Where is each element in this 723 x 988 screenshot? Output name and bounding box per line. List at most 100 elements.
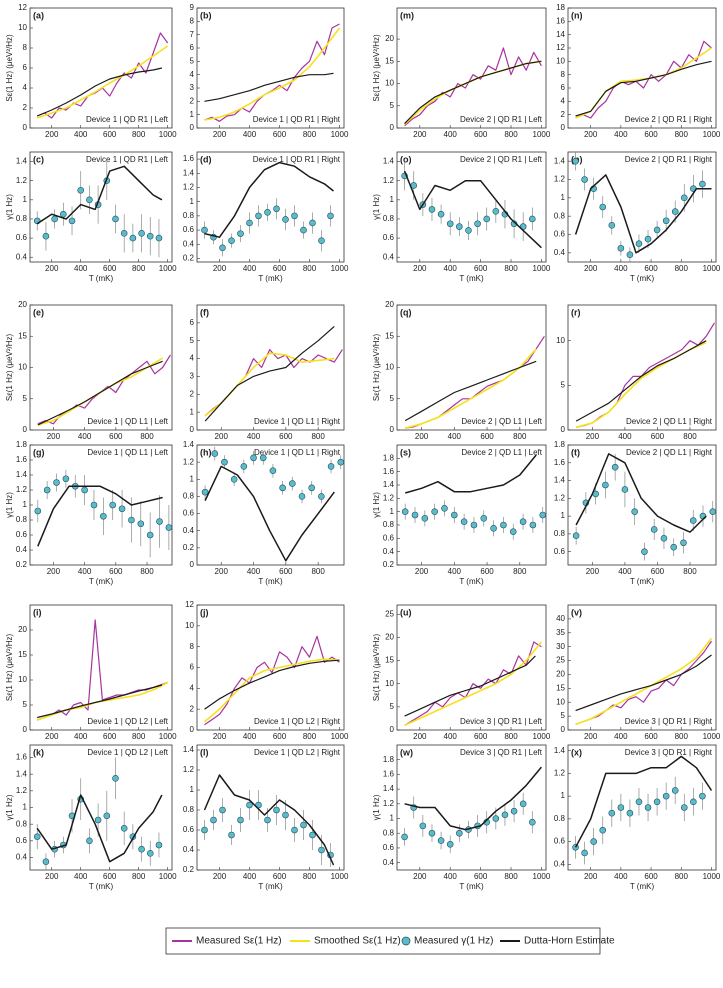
y-tick-label: 9 [190, 3, 195, 12]
data-point [237, 816, 244, 824]
y-tick-label: 1.2 [383, 799, 395, 808]
series-line [36, 794, 163, 863]
data-point [264, 209, 271, 216]
y-tick-label: 5 [390, 394, 395, 403]
data-point [631, 508, 638, 515]
x-tick-label: 800 [132, 130, 146, 139]
panel-label: (a) [33, 10, 44, 20]
data-point [437, 210, 445, 218]
x-tick-label: 200 [47, 567, 61, 576]
x-tick-label: 600 [644, 872, 658, 881]
series-line [405, 335, 545, 429]
data-point [138, 230, 145, 237]
series-line [204, 161, 334, 238]
x-tick-label: 600 [273, 130, 287, 139]
x-tick-label: 600 [474, 732, 488, 741]
y-tick-label: 1.2 [554, 493, 566, 502]
series-line [403, 170, 542, 249]
data-point [318, 237, 325, 245]
data-point [590, 838, 597, 845]
panel-annotation: Device 1 | QD R1 | Right [253, 115, 341, 124]
data-point [282, 811, 289, 819]
x-tick-label: 600 [651, 432, 665, 441]
y-axis-label: γ(1 Hz) [5, 194, 14, 220]
y-tick-label: 25 [385, 609, 394, 618]
panel-annotation: Device 1 | QD L1 | Right [254, 448, 341, 457]
y-tick-label: 3 [190, 83, 195, 92]
data-point [60, 210, 67, 218]
y-tick-label: 1.4 [16, 470, 28, 479]
data-point [289, 480, 296, 487]
data-point [86, 196, 93, 204]
series-line [204, 635, 340, 726]
y-tick-label: 1.4 [383, 784, 395, 793]
y-tick-label: 0.4 [383, 547, 395, 556]
data-point [451, 511, 458, 519]
y-tick-label: 20 [556, 670, 565, 679]
x-tick-label: 200 [584, 264, 598, 273]
y-tick-label: 1.4 [554, 746, 566, 755]
x-tick-label: 600 [103, 130, 117, 139]
panel-annotation: Device 1 | QD R1 | Left [86, 115, 169, 124]
y-tick-label: 1.4 [383, 480, 395, 489]
data-point [230, 475, 238, 483]
y-tick-label: 1 [23, 195, 28, 204]
x-tick-label: 200 [47, 432, 61, 441]
data-point [470, 521, 478, 529]
y-tick-label: 0.6 [554, 547, 566, 556]
series-line [574, 755, 713, 848]
y-tick-label: 1.2 [183, 765, 195, 774]
data-point [428, 829, 436, 837]
y-tick-label: 10 [385, 679, 394, 688]
plot-frame [196, 744, 345, 871]
data-point [228, 831, 235, 839]
data-point [617, 804, 625, 811]
x-tick-label: 400 [243, 130, 257, 139]
y-tick-label: 10 [556, 697, 565, 706]
data-point [308, 484, 315, 492]
plot-area [201, 774, 335, 867]
data-point [146, 850, 154, 857]
y-tick-label: 1.4 [16, 769, 28, 778]
x-tick-label: 600 [103, 872, 117, 881]
y-tick-label: 1.2 [16, 786, 28, 795]
y-tick-label: 0.4 [183, 845, 195, 854]
x-tick-label: 800 [675, 732, 689, 741]
series-line [404, 454, 537, 494]
data-point [201, 488, 209, 496]
plot-area [404, 335, 545, 429]
plot-area [204, 23, 341, 122]
data-point [519, 800, 527, 808]
data-point [709, 508, 717, 515]
y-tick-label: 1 [190, 474, 195, 483]
x-tick-label: 600 [103, 264, 117, 273]
plot-frame [567, 304, 717, 431]
y-tick-label: 1.8 [383, 755, 395, 764]
y-tick-label: 0.4 [16, 252, 28, 261]
data-point [635, 798, 643, 806]
y-tick-label: 0.8 [183, 492, 195, 501]
data-point [156, 518, 163, 525]
data-point [680, 194, 688, 202]
x-axis-label: T (mK) [258, 577, 283, 586]
x-tick-label: 1000 [159, 872, 177, 881]
panel-label: (h) [200, 447, 212, 457]
y-tick-label: 1.6 [554, 458, 566, 467]
data-point [456, 223, 463, 230]
data-point [446, 840, 454, 848]
y-tick-label: 15 [556, 683, 565, 692]
plot-frame [396, 151, 547, 263]
y-tick-label: 0.8 [383, 214, 395, 223]
data-point [519, 518, 527, 525]
y-tick-label: 10 [18, 23, 27, 32]
data-point [670, 543, 678, 551]
data-point [112, 775, 119, 782]
y-tick-label: 0.4 [383, 252, 395, 261]
x-tick-label: 600 [273, 264, 287, 273]
y-tick-label: 0.4 [16, 853, 28, 862]
x-tick-label: 1000 [159, 130, 177, 139]
data-point [219, 244, 226, 252]
panel-annotation: Device 2 | QD R1 | Right [625, 115, 713, 124]
x-axis-label: T (mK) [258, 882, 283, 891]
x-tick-label: 800 [675, 130, 689, 139]
